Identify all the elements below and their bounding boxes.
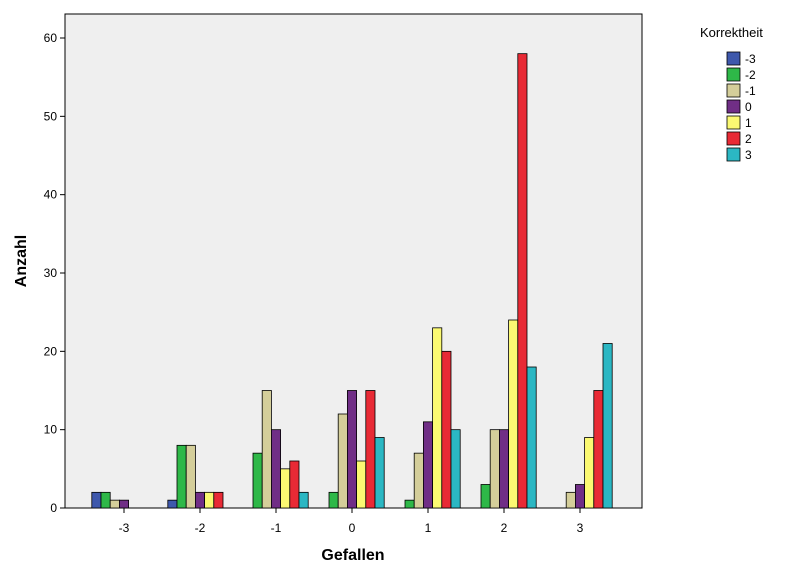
x-tick-label: 2 — [501, 521, 508, 535]
y-tick-label: 0 — [50, 501, 57, 515]
legend-label: 2 — [745, 132, 752, 146]
bar — [517, 53, 528, 509]
bar — [194, 491, 205, 509]
bar — [346, 390, 357, 509]
y-axis: 0 10 20 30 40 50 60 — [44, 31, 65, 515]
bar — [441, 350, 452, 509]
x-tick-label: 0 — [349, 521, 356, 535]
bar — [593, 390, 604, 509]
x-axis: -3 -2 -1 0 1 2 3 — [119, 508, 584, 535]
bar — [252, 452, 263, 509]
bar — [365, 390, 376, 509]
bar — [480, 484, 491, 509]
legend-swatch — [726, 67, 741, 82]
y-tick-label: 40 — [44, 188, 58, 202]
bar — [270, 429, 281, 509]
x-tick-label: -3 — [119, 521, 130, 535]
bar — [404, 499, 415, 509]
x-tick-label: 1 — [425, 521, 432, 535]
bar — [565, 491, 576, 509]
bar — [422, 421, 433, 509]
bar — [337, 413, 348, 509]
bar — [584, 437, 595, 509]
x-axis-title: Gefallen — [321, 547, 384, 562]
bar — [100, 491, 111, 509]
bar — [356, 460, 367, 509]
bar — [119, 499, 130, 509]
y-axis-title: Anzahl — [13, 235, 30, 287]
bars — [91, 53, 613, 509]
legend-swatch — [726, 99, 741, 114]
bar — [167, 499, 178, 509]
bar — [432, 327, 443, 509]
legend-label: 0 — [745, 100, 752, 114]
legend-label: -1 — [745, 84, 756, 98]
bar — [280, 468, 291, 509]
legend: Korrektheit -3 -2 -1 0 1 2 3 — [700, 25, 763, 162]
legend-swatch — [726, 83, 741, 98]
bar — [602, 343, 613, 509]
legend-swatch — [726, 115, 741, 130]
bar — [185, 444, 196, 509]
legend-label: -3 — [745, 52, 756, 66]
x-tick-label: 3 — [577, 521, 584, 535]
bar — [508, 319, 519, 509]
bar — [489, 429, 500, 509]
bar — [91, 491, 102, 509]
bar — [289, 460, 300, 509]
legend-title: Korrektheit — [700, 25, 763, 40]
bar — [328, 491, 339, 509]
x-tick-label: -1 — [271, 521, 282, 535]
bar — [176, 444, 187, 509]
y-tick-label: 30 — [44, 266, 58, 280]
bar — [374, 437, 385, 509]
bar — [213, 491, 224, 509]
y-tick-label: 10 — [44, 423, 58, 437]
legend-swatch — [726, 131, 741, 146]
y-tick-label: 20 — [44, 344, 58, 358]
bar — [204, 491, 215, 509]
bar — [413, 452, 424, 509]
bar — [109, 499, 120, 509]
legend-label: 1 — [745, 116, 752, 130]
legend-label: 3 — [745, 148, 752, 162]
bar — [261, 390, 272, 509]
bar — [575, 484, 586, 509]
legend-label: -2 — [745, 68, 756, 82]
bar — [298, 491, 309, 509]
bar — [526, 366, 537, 509]
legend-swatch — [726, 147, 741, 162]
y-tick-label: 60 — [44, 31, 58, 45]
y-tick-label: 50 — [44, 109, 58, 123]
bar — [498, 429, 509, 509]
x-tick-label: -2 — [195, 521, 206, 535]
bar — [450, 429, 461, 509]
legend-swatch — [726, 51, 741, 66]
